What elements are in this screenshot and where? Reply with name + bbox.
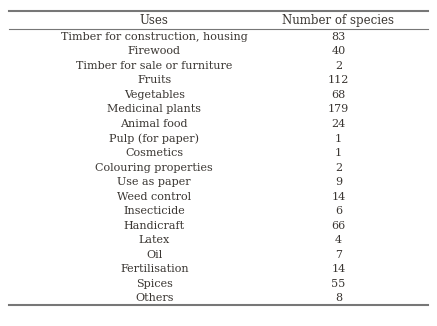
Text: Insecticide: Insecticide: [123, 206, 185, 216]
Text: Weed control: Weed control: [117, 192, 191, 202]
Text: Spices: Spices: [136, 279, 173, 289]
Text: 55: 55: [331, 279, 346, 289]
Text: 1: 1: [335, 134, 342, 143]
Text: 2: 2: [335, 163, 342, 173]
Text: Use as paper: Use as paper: [118, 177, 191, 187]
Text: 83: 83: [331, 32, 346, 42]
Text: Number of species: Number of species: [282, 14, 395, 27]
Text: Colouring properties: Colouring properties: [95, 163, 213, 173]
Text: 1: 1: [335, 148, 342, 158]
Text: Cosmetics: Cosmetics: [125, 148, 184, 158]
Text: Pulp (for paper): Pulp (for paper): [109, 133, 199, 144]
Text: 6: 6: [335, 206, 342, 216]
Text: 68: 68: [331, 90, 346, 100]
Text: Oil: Oil: [146, 250, 163, 260]
Text: Timber for sale or furniture: Timber for sale or furniture: [76, 61, 232, 71]
Text: Animal food: Animal food: [121, 119, 188, 129]
Text: 4: 4: [335, 235, 342, 245]
Text: 9: 9: [335, 177, 342, 187]
Text: 40: 40: [331, 46, 346, 56]
Text: 112: 112: [328, 75, 349, 85]
Text: Timber for construction, housing: Timber for construction, housing: [61, 32, 248, 42]
Text: Firewood: Firewood: [128, 46, 181, 56]
Text: 24: 24: [331, 119, 346, 129]
Text: 8: 8: [335, 293, 342, 304]
Text: Fruits: Fruits: [137, 75, 171, 85]
Text: Vegetables: Vegetables: [124, 90, 185, 100]
Text: Uses: Uses: [140, 14, 169, 27]
Text: Handicraft: Handicraft: [124, 221, 185, 231]
Text: 14: 14: [331, 192, 346, 202]
Text: 2: 2: [335, 61, 342, 71]
Text: Medicinal plants: Medicinal plants: [107, 105, 201, 114]
Text: 66: 66: [331, 221, 346, 231]
Text: Latex: Latex: [139, 235, 170, 245]
Text: 14: 14: [331, 264, 346, 274]
Text: 179: 179: [328, 105, 349, 114]
Text: 7: 7: [335, 250, 342, 260]
Text: Fertilisation: Fertilisation: [120, 264, 189, 274]
Text: Others: Others: [135, 293, 173, 304]
